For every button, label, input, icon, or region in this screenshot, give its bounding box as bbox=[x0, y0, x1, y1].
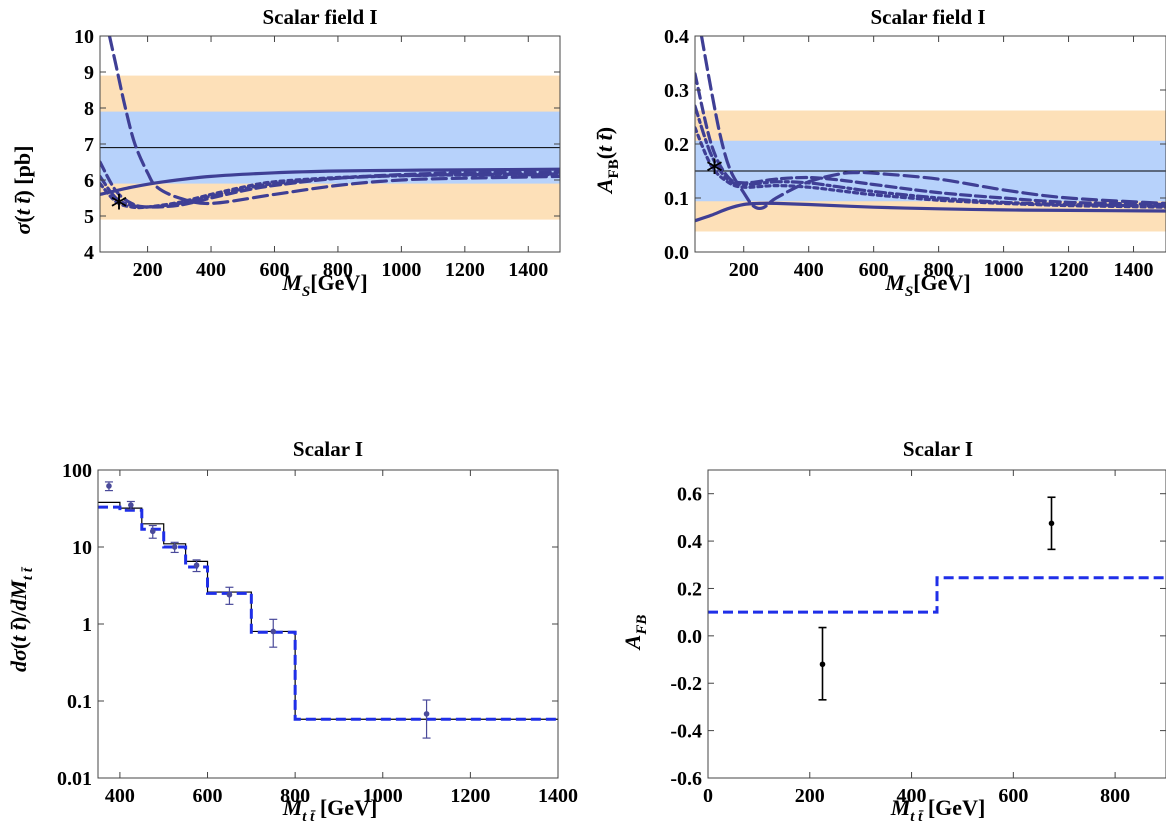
y-tick-label: 7 bbox=[84, 134, 94, 156]
plot-area bbox=[708, 496, 1166, 701]
x-tick-label: 1200 bbox=[445, 259, 485, 281]
x-tick-label: 800 bbox=[323, 259, 353, 281]
x-tick-label: 800 bbox=[280, 785, 310, 807]
panel-title: Scalar field I bbox=[870, 5, 985, 29]
x-tick-label: 1400 bbox=[538, 785, 578, 807]
x-tick-label: 1000 bbox=[984, 259, 1024, 281]
y-tick-label: -0.2 bbox=[670, 673, 702, 695]
x-tick-label: 600 bbox=[259, 259, 289, 281]
y-axis-label: AFB bbox=[620, 615, 650, 652]
panel-title: Scalar I bbox=[293, 437, 363, 461]
y-tick-label: 4 bbox=[84, 242, 94, 264]
marker-star: * bbox=[706, 152, 723, 192]
y-tick-label: 0.4 bbox=[677, 531, 702, 553]
series-line-dash-long bbox=[107, 36, 560, 206]
panel-asymmetry: Scalar field I MS[GeV] AFB(t t̄) * 200 400… bbox=[592, 5, 1166, 300]
x-tick-label: 200 bbox=[729, 259, 759, 281]
y-tick-label: 0.0 bbox=[677, 626, 702, 648]
series-line-solid bbox=[695, 201, 1166, 223]
y-tick-label: 10 bbox=[74, 26, 94, 48]
y-tick-label: 100 bbox=[62, 460, 92, 482]
x-tick-label: 1400 bbox=[508, 259, 548, 281]
y-tick-label: 0.4 bbox=[664, 26, 689, 48]
x-tick-label: 0 bbox=[703, 785, 713, 807]
x-tick-label: 400 bbox=[196, 259, 226, 281]
panel-title: Scalar I bbox=[903, 437, 973, 461]
y-tick-label: 9 bbox=[84, 62, 94, 84]
series-line-dash-long bbox=[699, 36, 1166, 211]
data-point bbox=[171, 544, 178, 550]
y-tick-label: -0.4 bbox=[670, 721, 702, 743]
data-point bbox=[270, 628, 277, 635]
x-tick-label: 600 bbox=[998, 785, 1028, 807]
x-tick-label: 400 bbox=[794, 259, 824, 281]
data-point bbox=[149, 528, 156, 535]
marker-star: * bbox=[111, 188, 128, 228]
y-tick-label: 0.2 bbox=[677, 578, 702, 600]
series-line-dot bbox=[100, 173, 560, 210]
model-step-line bbox=[708, 576, 1166, 614]
panel-title: Scalar field I bbox=[262, 5, 377, 29]
y-tick-label: 6 bbox=[84, 170, 94, 192]
y-axis-label: dσ(t t̄)/dMt t̄ bbox=[6, 566, 36, 672]
series-line-solid bbox=[100, 167, 560, 196]
y-tick-label: 0.01 bbox=[57, 768, 92, 790]
x-tick-label: 200 bbox=[795, 785, 825, 807]
x-tick-label: 1400 bbox=[1114, 259, 1154, 281]
x-axis-label: Mt t̄ [GeV] bbox=[282, 795, 378, 825]
x-tick-label: 1200 bbox=[450, 785, 490, 807]
x-tick-label: 800 bbox=[924, 259, 954, 281]
data-point bbox=[423, 711, 430, 717]
y-tick-label: 0.6 bbox=[677, 484, 702, 506]
x-tick-label: 200 bbox=[133, 259, 163, 281]
model-step-line bbox=[98, 505, 558, 721]
plot-frame bbox=[694, 35, 1166, 253]
x-tick-label: 400 bbox=[105, 785, 135, 807]
plot-frame bbox=[97, 469, 559, 779]
y-tick-label: 0.1 bbox=[664, 188, 689, 210]
y-tick-label: 0.2 bbox=[664, 134, 689, 156]
y-tick-label: 0.1 bbox=[67, 691, 92, 713]
panel-cross-section: Scalar field I MS[GeV] σ(t t̄) [pb] * 200… bbox=[10, 5, 561, 300]
sm-step-line bbox=[98, 501, 558, 720]
x-axis-label: MS[GeV] bbox=[281, 270, 367, 300]
x-tick-label: 1000 bbox=[381, 259, 421, 281]
y-tick-label: 0.0 bbox=[664, 242, 689, 264]
series-line-dash bbox=[695, 72, 1166, 207]
data-point bbox=[106, 483, 112, 489]
data-point bbox=[226, 591, 233, 598]
x-tick-label: 400 bbox=[897, 785, 927, 807]
x-tick-label: 1200 bbox=[1049, 259, 1089, 281]
x-tick-label: 600 bbox=[859, 259, 889, 281]
data-point bbox=[193, 562, 200, 569]
x-axis-label: Mt t̄ [GeV] bbox=[890, 795, 986, 825]
x-tick-label: 1000 bbox=[363, 785, 403, 807]
x-tick-label: 600 bbox=[193, 785, 223, 807]
y-tick-label: 8 bbox=[84, 98, 94, 120]
y-tick-label: 0.3 bbox=[664, 80, 689, 102]
plot-frame bbox=[707, 469, 1166, 779]
panel-asymmetry-binned: Scalar I Mt t̄ [GeV] AFB 0 200 400 600 800 -0… bbox=[620, 437, 1166, 825]
plot-frame bbox=[99, 35, 561, 253]
series-line-dot bbox=[695, 126, 1166, 209]
data-point bbox=[128, 502, 134, 508]
panel-differential-cross-section: Scalar I Mt t̄ [GeV] dσ(t t̄)/dMt t̄ 400… bbox=[6, 437, 578, 825]
y-tick-label: 1 bbox=[82, 614, 92, 636]
x-axis-label: MS[GeV] bbox=[884, 270, 970, 300]
data-point bbox=[1048, 520, 1055, 527]
plot-area bbox=[100, 36, 560, 220]
y-axis-label: σ(t t̄) [pb] bbox=[10, 146, 35, 235]
y-tick-label: -0.6 bbox=[670, 768, 702, 790]
plot-area bbox=[98, 481, 558, 739]
plot-area bbox=[695, 36, 1166, 232]
y-tick-label: 10 bbox=[72, 537, 92, 559]
y-axis-label: AFB(t t̄) bbox=[592, 127, 622, 195]
y-tick-label: 5 bbox=[84, 206, 94, 228]
data-point bbox=[819, 661, 826, 668]
x-tick-label: 800 bbox=[1100, 785, 1130, 807]
